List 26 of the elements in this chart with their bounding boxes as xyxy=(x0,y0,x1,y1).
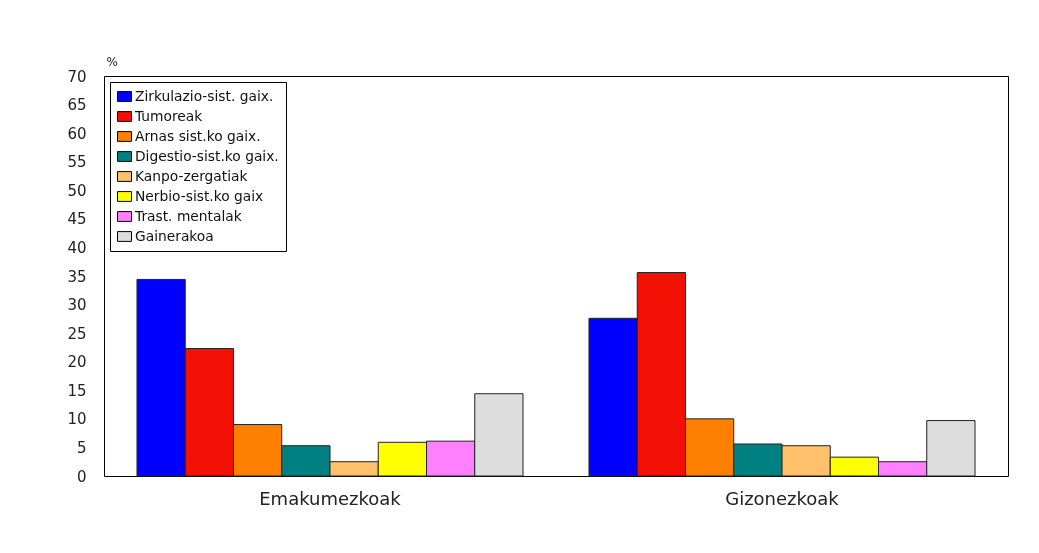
y-tick-label: 40 xyxy=(67,238,87,257)
legend-label: Gainerakoa xyxy=(135,227,214,244)
y-tick-label: 10 xyxy=(67,410,87,429)
legend-label: Digestio-sist.ko gaix. xyxy=(135,147,279,164)
y-tick-label: 50 xyxy=(67,181,87,200)
y-axis-title: % xyxy=(106,54,118,69)
legend-label: Trast. mentalak xyxy=(134,207,242,224)
y-tick-label: 60 xyxy=(67,124,87,143)
legend-label: Nerbio-sist.ko gaix xyxy=(135,187,264,204)
y-tick-label: 25 xyxy=(67,324,87,343)
y-tick-label: 55 xyxy=(67,153,87,172)
y-tick-label: 15 xyxy=(67,381,87,400)
y-tick-label: 70 xyxy=(67,67,87,86)
x-tick-label: Emakumezkoak xyxy=(259,487,402,509)
y-tick-label: 5 xyxy=(76,438,87,457)
y-tick-label: 20 xyxy=(67,353,87,372)
legend-label: Kanpo-zergatiak xyxy=(135,167,248,184)
y-tick-label: 35 xyxy=(67,267,87,286)
legend-label: Tumoreak xyxy=(134,107,203,124)
y-tick-label: 45 xyxy=(67,210,87,229)
x-tick-label: Gizonezkoak xyxy=(725,487,840,509)
legend-label: Zirkulazio-sist. gaix. xyxy=(135,87,274,104)
y-tick-label: 30 xyxy=(67,296,87,315)
y-tick-label: 65 xyxy=(67,96,87,115)
y-tick-label: 0 xyxy=(76,467,87,486)
legend-label: Arnas sist.ko gaix. xyxy=(135,127,261,144)
